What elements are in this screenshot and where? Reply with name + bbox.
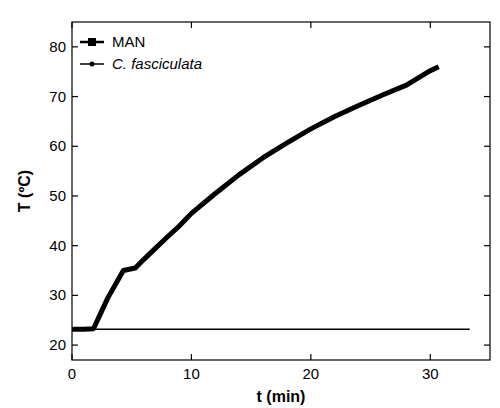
y-tick-right [484, 344, 490, 345]
y-tick-right [484, 245, 490, 246]
y-tick [72, 96, 78, 97]
series-line [72, 67, 439, 329]
legend-label: MAN [112, 33, 145, 50]
y-tick-label: 80 [49, 38, 66, 55]
x-tick-label: 10 [183, 365, 200, 382]
x-axis-label: t (min) [257, 388, 306, 405]
y-tick-right [484, 96, 490, 97]
y-tick-label: 30 [49, 286, 66, 303]
legend-label: C. fasciculata [112, 55, 202, 72]
series-line [72, 328, 470, 330]
x-tick [191, 354, 192, 360]
y-tick [72, 46, 78, 47]
y-tick [72, 146, 78, 147]
y-tick [72, 245, 78, 246]
y-tick [72, 295, 78, 296]
x-tick-top [191, 22, 192, 28]
x-tick-top [430, 22, 431, 28]
y-tick-label: 50 [49, 187, 66, 204]
legend-marker [90, 62, 95, 67]
plot-frame [72, 22, 490, 360]
y-tick-label: 60 [49, 137, 66, 154]
x-tick-label: 0 [68, 365, 76, 382]
y-tick-right [484, 195, 490, 196]
y-axis-label: T (ºC) [16, 170, 33, 212]
plot-area [72, 67, 470, 329]
y-tick-right [484, 46, 490, 47]
y-tick-right [484, 146, 490, 147]
legend-marker [88, 38, 96, 46]
x-tick-label: 20 [303, 365, 320, 382]
x-tick [310, 354, 311, 360]
y-tick-label: 40 [49, 237, 66, 254]
y-tick [72, 195, 78, 196]
x-tick [430, 354, 431, 360]
x-tick-label: 30 [422, 365, 439, 382]
y-tick [72, 344, 78, 345]
y-tick-right [484, 295, 490, 296]
chart: 0 10 20 30 20 30 40 50 60 70 80 t (min) T (ºC) MAN C. … [0, 0, 500, 408]
x-tick-top [310, 22, 311, 28]
x-tick [71, 354, 72, 360]
y-tick-label: 70 [49, 88, 66, 105]
y-tick-label: 20 [49, 336, 66, 353]
x-tick-top [71, 22, 72, 28]
